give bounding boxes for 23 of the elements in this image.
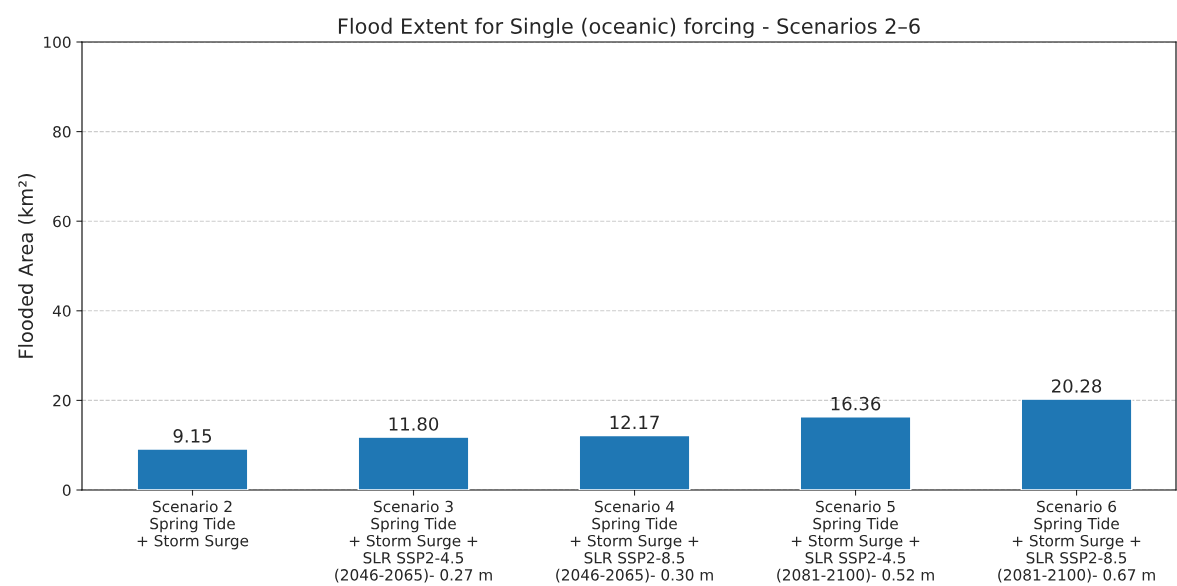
x-tick-label: Scenario 3 Spring Tide + Storm Surge + SLR SSP2-4.5 (2046-2065)- 0.27 m: [335, 500, 492, 583]
x-tick-label: Scenario 6 Spring Tide + Storm Surge + SLR SSP2-8.5 (2081-2100)- 0.67 m: [998, 500, 1155, 583]
x-tick-label: Scenario 2 Spring Tide + Storm Surge: [137, 500, 249, 550]
bar: [1020, 398, 1133, 490]
x-tick-label: Scenario 4 Spring Tide + Storm Surge + SLR SSP2-8.5 (2046-2065)- 0.30 m: [556, 500, 713, 583]
y-tick-label: 100: [44, 36, 71, 49]
x-tick-label: Scenario 5 Spring Tide + Storm Surge + SLR SSP2-4.5 (2081-2100)- 0.52 m: [777, 500, 934, 583]
bar: [136, 448, 249, 490]
bar: [578, 434, 691, 490]
y-tick-label: 80: [53, 126, 71, 138]
chart-title: Flood Extent for Single (oceanic) forcing - Scenarios 2–6: [338, 17, 920, 38]
y-axis-title: Flooded Area (km²): [18, 174, 36, 358]
data-label: 12.17: [610, 415, 659, 429]
data-label: 9.15: [173, 429, 212, 443]
data-label: 16.36: [831, 396, 881, 411]
data-label: 11.80: [389, 417, 439, 431]
y-tick-label: 0: [62, 484, 71, 497]
y-tick-label: 20: [53, 394, 71, 407]
bar: [357, 436, 470, 490]
data-label: 20.28: [1052, 379, 1102, 393]
y-tick-label: 60: [53, 215, 71, 228]
bar: [799, 416, 912, 490]
y-tick-label: 40: [52, 305, 71, 317]
